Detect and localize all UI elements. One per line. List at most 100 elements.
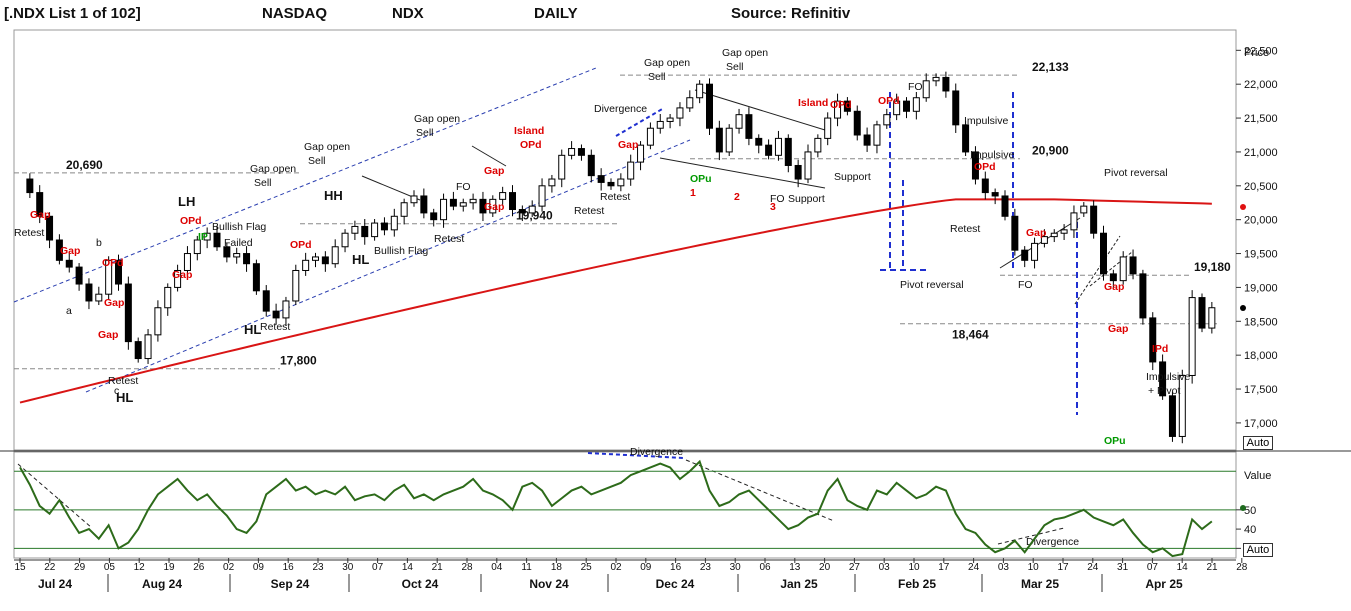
price-tick-label: 17,000 bbox=[1244, 418, 1278, 430]
annotation-label: Gap bbox=[98, 329, 118, 341]
price-bar bbox=[26, 173, 34, 198]
price-bar bbox=[804, 144, 812, 184]
down-bar bbox=[971, 151, 979, 180]
up-bar bbox=[312, 256, 319, 261]
down-bar bbox=[607, 181, 615, 187]
down-bar bbox=[577, 148, 585, 156]
price-bar bbox=[479, 191, 487, 222]
up-bar bbox=[233, 253, 241, 258]
price-tick-label: 22,500 bbox=[1244, 45, 1278, 57]
price-bar bbox=[1001, 190, 1009, 221]
up-bar bbox=[1031, 242, 1039, 261]
price-bar bbox=[262, 285, 270, 317]
annotation-label: Gap bbox=[484, 201, 504, 213]
annotation-label: Sell bbox=[254, 177, 272, 189]
up-bar bbox=[302, 259, 310, 271]
annotation-label: Bullish Flag bbox=[374, 245, 428, 257]
time-tick-label: 07 bbox=[1147, 562, 1159, 573]
price-bar bbox=[115, 254, 122, 291]
value-autoscale-button[interactable]: Auto bbox=[1243, 543, 1273, 557]
down-bar bbox=[755, 137, 763, 146]
level-label: 20,690 bbox=[66, 158, 103, 172]
indicator-divergence-line bbox=[587, 452, 685, 459]
time-tick-label: 19 bbox=[163, 562, 175, 573]
price-bar bbox=[568, 141, 576, 160]
up-bar bbox=[824, 117, 832, 139]
up-bar bbox=[676, 107, 684, 119]
price-bar bbox=[528, 200, 536, 217]
indicator-series-line bbox=[19, 459, 1213, 558]
indicator-gridlines bbox=[14, 470, 1236, 549]
down-bar bbox=[843, 100, 851, 112]
price-bar bbox=[65, 252, 73, 273]
price-bar bbox=[292, 264, 300, 306]
down-bar bbox=[903, 100, 910, 112]
period-label: DAILY bbox=[534, 5, 578, 22]
price-bar bbox=[1021, 246, 1029, 268]
price-bar bbox=[971, 146, 979, 185]
time-tick-label: 07 bbox=[372, 562, 384, 573]
time-tick-label: 23 bbox=[700, 562, 712, 573]
annotation-label: Gap bbox=[1104, 281, 1124, 293]
up-bar bbox=[666, 117, 674, 122]
down-bar bbox=[380, 222, 388, 231]
down-bar bbox=[243, 253, 251, 265]
annotation-label: b bbox=[96, 237, 102, 249]
annotations: Gap Gap Gap Gap Gap Gap Gap Gap Gap Gap Gap OPd OPd O… bbox=[14, 47, 1191, 548]
price-bar bbox=[183, 246, 191, 276]
up-bar bbox=[922, 80, 930, 99]
price-tick-label: 21,500 bbox=[1244, 113, 1278, 125]
up-bar bbox=[164, 286, 172, 309]
price-bar bbox=[312, 252, 319, 268]
moving-average bbox=[19, 198, 1212, 404]
annotation-label: Impulsive bbox=[1146, 371, 1191, 383]
down-bar bbox=[715, 127, 723, 153]
price-bar bbox=[1100, 225, 1107, 281]
down-bar bbox=[1139, 273, 1147, 319]
annotation-label: 1 bbox=[690, 187, 696, 199]
down-bar bbox=[75, 266, 83, 285]
time-tick-label: 26 bbox=[193, 562, 205, 573]
annotation-label: Sell bbox=[416, 127, 434, 139]
annotation-label: 3 bbox=[770, 201, 776, 213]
down-bar bbox=[962, 124, 970, 153]
price-panel-frame bbox=[13, 29, 1237, 451]
price-bar bbox=[558, 149, 566, 188]
up-bar bbox=[183, 253, 191, 271]
annotation-label: OPd bbox=[520, 139, 542, 151]
price-bar bbox=[597, 168, 605, 191]
price-bar bbox=[932, 73, 940, 87]
price-bar bbox=[1070, 205, 1078, 238]
indicator-axis-title: Value bbox=[1244, 470, 1271, 482]
annotation-label: Sell bbox=[726, 61, 744, 73]
price-bar bbox=[459, 198, 467, 212]
price-bar bbox=[1188, 290, 1196, 384]
down-bar bbox=[124, 283, 132, 343]
price-bar bbox=[991, 188, 999, 205]
up-bar bbox=[646, 127, 654, 146]
price-bar bbox=[1139, 269, 1147, 325]
price-bar bbox=[1109, 269, 1117, 289]
annotation-label: Gap bbox=[60, 245, 80, 257]
time-tick-label: 17 bbox=[938, 562, 950, 573]
up-bar bbox=[1178, 374, 1186, 437]
up-bar bbox=[371, 222, 379, 238]
up-bar bbox=[686, 97, 694, 109]
trendline bbox=[999, 217, 1081, 269]
up-bar bbox=[105, 259, 113, 295]
down-bar bbox=[1001, 195, 1009, 217]
price-tick-label: 19,000 bbox=[1244, 282, 1278, 294]
up-bar bbox=[292, 269, 300, 302]
down-bar bbox=[981, 178, 989, 194]
up-bar bbox=[1040, 236, 1048, 244]
down-bar bbox=[597, 175, 605, 183]
price-bar bbox=[676, 102, 684, 127]
price-tick-label: 22,000 bbox=[1244, 79, 1278, 91]
trendline bbox=[694, 89, 826, 131]
time-tick-label: 21 bbox=[1206, 562, 1218, 573]
price-bar bbox=[686, 90, 694, 112]
annotation-label: OPu bbox=[690, 173, 712, 185]
price-autoscale-button[interactable]: Auto bbox=[1243, 436, 1273, 450]
price-axis-title: Price bbox=[1244, 47, 1269, 59]
